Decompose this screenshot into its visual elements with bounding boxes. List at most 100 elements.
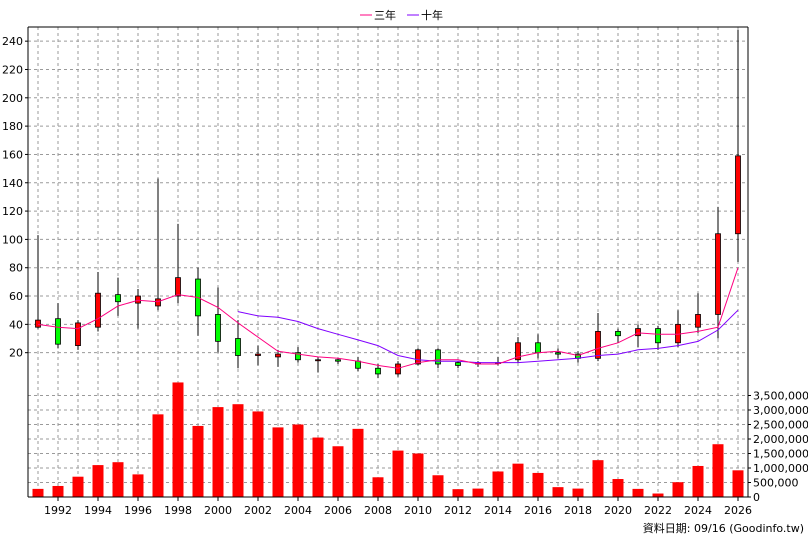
price-tick-label: 240 [2,35,23,48]
candle-body [595,331,601,359]
volume-tick-label: 3,000,000 [753,404,808,417]
x-tick-label: 1996 [124,504,152,517]
x-tick-label: 2010 [404,504,432,517]
volume-bar [112,462,124,497]
volume-bar [672,482,684,497]
volume-bar [472,488,484,497]
candle-body [255,353,261,356]
volume-tick-label: 0 [753,491,760,504]
volume-bar [552,487,564,497]
candle-body [655,328,661,344]
volume-bar [352,428,364,497]
legend: 三年 十年 [360,8,443,22]
volume-bar [92,465,104,497]
price-panel [35,29,741,379]
x-tick-label: 2016 [524,504,552,517]
volume-bar [252,411,264,497]
x-tick-label: 2006 [324,504,352,517]
volume-bar [232,404,244,497]
volume-bar [532,472,544,497]
volume-bar [632,488,644,497]
volume-bar [212,407,224,497]
price-tick-label: 120 [2,205,23,218]
volume-bar [392,450,404,497]
candle-body [135,295,141,304]
volume-tick-label: 1,000,000 [753,462,808,475]
grid-lines [28,27,748,498]
volume-panel [32,382,744,497]
volume-bar [612,479,624,497]
volume-tick-label: 3,500,000 [753,390,808,403]
price-tick-label: 140 [2,177,23,190]
candle-body [635,328,641,337]
candle-body [175,277,181,297]
volume-bar [312,437,324,497]
volume-bar [512,463,524,497]
candle-body [55,318,61,345]
candle-body [115,294,121,303]
candle-body [315,359,321,362]
x-tick-label: 2008 [364,504,392,517]
price-tick-label: 60 [9,290,23,303]
volume-bar [452,489,464,497]
x-tick-label: 2018 [564,504,592,517]
candle-body [295,352,301,361]
volume-bar [172,382,184,497]
volume-bar [592,460,604,497]
ma10-line [237,309,739,364]
legend-label-ma10: 十年 [421,8,443,22]
volume-bar [332,446,344,497]
x-tick-label: 2026 [724,504,752,517]
volume-bar [432,475,444,497]
x-tick-label: 2002 [244,504,272,517]
volume-bar [72,476,84,497]
volume-bar [152,414,164,497]
volume-bar [572,488,584,497]
candle-body [695,314,701,328]
price-tick-label: 100 [2,233,23,246]
candle-body [355,360,361,369]
x-tick-label: 2024 [684,504,712,517]
candle-body [235,338,241,356]
candle-body [215,314,221,342]
candle-body [155,298,161,307]
candle-body [515,342,521,361]
price-tick-label: 220 [2,63,23,76]
volume-bar [732,470,744,497]
price-tick-label: 180 [2,120,23,133]
volume-bar [32,488,44,497]
volume-bar [492,471,504,497]
volume-bar [52,485,64,497]
candle-body [615,331,621,337]
candle-body [735,155,741,235]
volume-bar [652,493,664,497]
candle-body [535,342,541,354]
candle-body [455,362,461,366]
candle-body [435,349,441,365]
x-tick-label: 2004 [284,504,312,517]
ma3-line [37,267,739,369]
volume-bar [692,465,704,497]
x-tick-label: 2000 [204,504,232,517]
x-tick-label: 1994 [84,504,112,517]
candle-body [95,292,101,328]
price-tick-label: 80 [9,262,23,275]
axes: 20 40 60 80 100 120 140 160 180 200 220 240 0500,000… [2,26,808,517]
candle-body [35,319,41,328]
x-tick-label: 2012 [444,504,472,517]
volume-bar [292,424,304,497]
candle-body [555,352,561,355]
volume-bar [192,425,204,497]
candle-body [335,359,341,362]
candle-body [375,367,381,375]
volume-bar [372,477,384,497]
volume-bar [132,474,144,497]
x-tick-label: 2022 [644,504,672,517]
price-tick-label: 200 [2,92,23,105]
footer-source: 資料日期: 09/16 (Goodinfo.tw) [643,521,804,535]
volume-tick-label: 2,500,000 [753,419,808,432]
candle-body [75,322,81,347]
x-tick-label: 2020 [604,504,632,517]
